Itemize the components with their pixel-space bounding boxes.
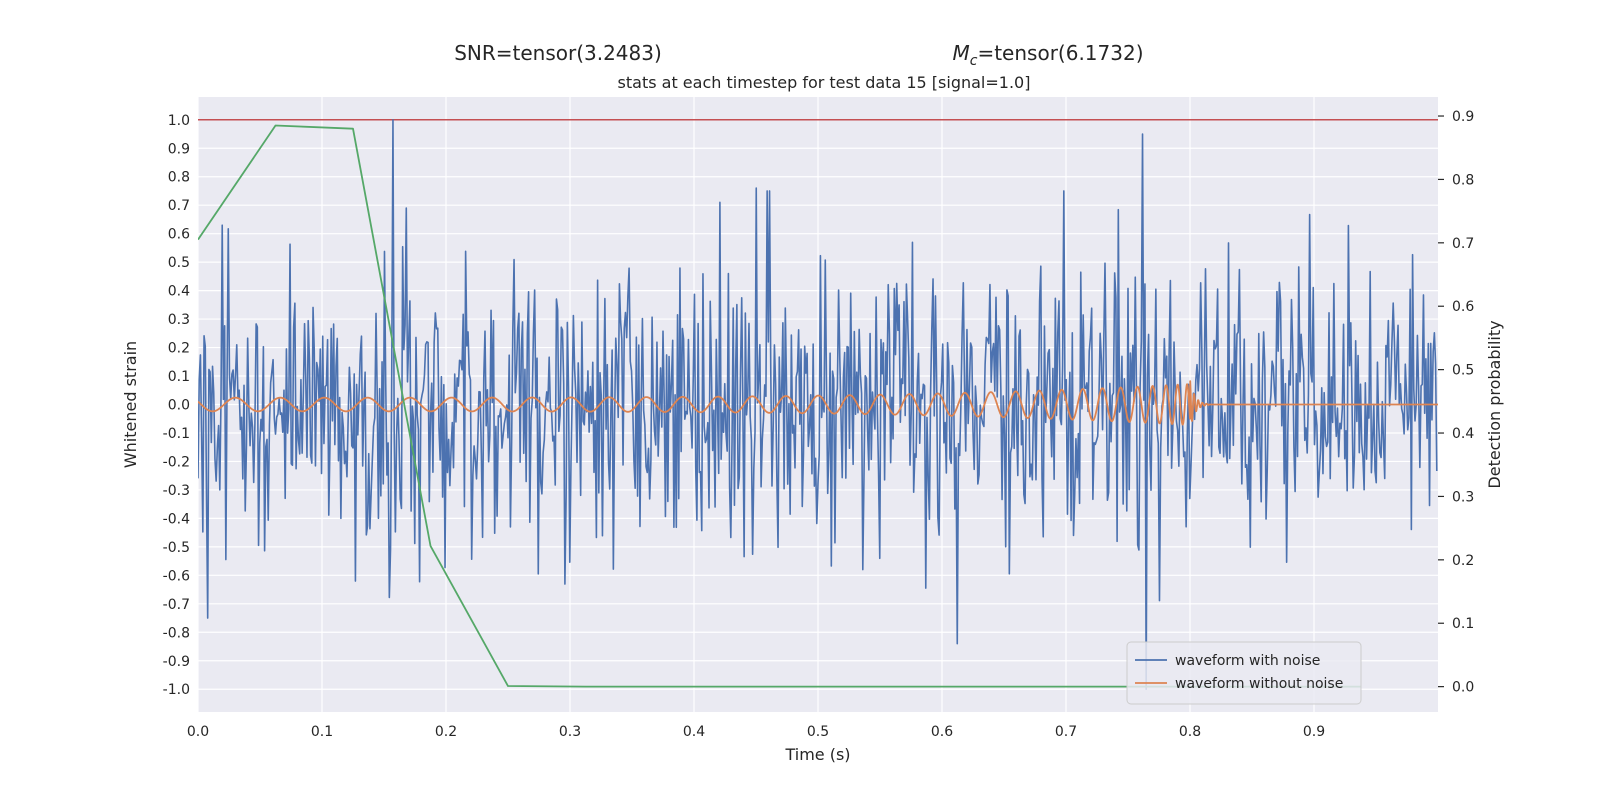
- left-y-tick-label: -0.6: [163, 568, 190, 584]
- chirp-mass-title: Mc=tensor(6.1732): [952, 41, 1143, 69]
- left-y-tick-label: 1.0: [168, 113, 190, 129]
- chirp-mass-subscript: c: [970, 53, 978, 69]
- left-y-tick-label: 0.9: [168, 141, 190, 157]
- left-y-tick-label: -0.8: [163, 625, 190, 641]
- right-y-tick-label: 0.3: [1452, 489, 1474, 505]
- left-y-axis-label: Whitened strain: [121, 341, 140, 468]
- chart-subtitle: stats at each timestep for test data 15 …: [618, 73, 1031, 92]
- left-y-tick-label: 0.1: [168, 369, 190, 385]
- series-line-0: [198, 118, 1438, 691]
- left-y-tick-label: 0.3: [168, 312, 190, 328]
- left-y-tick-label: 0.4: [168, 284, 190, 300]
- snr-title: SNR=tensor(3.2483): [454, 41, 662, 65]
- header: SNR=tensor(3.2483) Mc=tensor(6.1732) sta…: [454, 41, 1143, 92]
- x-tick-label: 0.3: [559, 724, 581, 740]
- left-y-tick-label: 0.6: [168, 227, 190, 243]
- left-y-tick-label: -0.3: [163, 483, 190, 499]
- right-y-tick-label: 0.6: [1452, 299, 1474, 315]
- x-tick-label: 0.9: [1303, 724, 1325, 740]
- x-tick-label: 0.5: [807, 724, 829, 740]
- right-y-tick-label: 0.5: [1452, 363, 1474, 379]
- right-y-axis-label: Detection probability: [1485, 320, 1504, 488]
- right-y-tick-label: 0.0: [1452, 680, 1474, 696]
- right-y-tick-label: 0.7: [1452, 236, 1474, 252]
- left-y-tick-label: -0.9: [163, 654, 190, 670]
- x-tick-label: 0.8: [1179, 724, 1201, 740]
- x-tick-label: 0.0: [187, 724, 209, 740]
- right-y-axis: 0.9 0.8 0.7 0.6 0.5 0.4 0.3 0.2 0.1 0.0: [1438, 109, 1474, 696]
- x-axis: 0.0 0.1 0.2 0.3 0.4 0.5 0.6 0.7 0.8 0.9: [187, 724, 1325, 740]
- right-y-tick-label: 0.8: [1452, 172, 1474, 188]
- right-y-tick-label: 0.1: [1452, 616, 1474, 632]
- legend: waveform with noise waveform without nois…: [1126, 641, 1362, 705]
- x-tick-label: 0.7: [1055, 724, 1077, 740]
- series-line-1: [198, 380, 1438, 426]
- left-y-tick-label: 0.7: [168, 198, 190, 214]
- left-y-tick-label: -0.2: [163, 454, 190, 470]
- left-y-tick-label: -0.5: [163, 540, 190, 556]
- left-y-tick-label: 0.8: [168, 170, 190, 186]
- left-y-tick-label: -0.4: [163, 511, 190, 527]
- x-tick-label: 0.4: [683, 724, 705, 740]
- left-y-tick-label: -0.7: [163, 597, 190, 613]
- right-y-tick-label: 0.9: [1452, 109, 1474, 125]
- x-tick-label: 0.6: [931, 724, 953, 740]
- left-y-tick-label: -0.1: [163, 426, 190, 442]
- chirp-mass-value: =tensor(6.1732): [977, 41, 1143, 65]
- left-y-axis: 1.0 0.9 0.8 0.7 0.6 0.5 0.4 0.3 0.2 0.1 0.0 -0.1 -0.…: [163, 113, 190, 698]
- chirp-mass-symbol: M: [952, 41, 969, 65]
- x-tick-label: 0.2: [435, 724, 457, 740]
- left-y-tick-label: 0.2: [168, 341, 190, 357]
- left-y-tick-label: 0.0: [168, 398, 190, 414]
- x-tick-label: 0.1: [311, 724, 333, 740]
- legend-entry: waveform with noise: [1175, 653, 1320, 669]
- x-axis-label: Time (s): [784, 745, 850, 764]
- right-y-tick-label: 0.4: [1452, 426, 1474, 442]
- left-y-tick-label: 0.5: [168, 255, 190, 271]
- left-y-tick-label: -1.0: [163, 682, 190, 698]
- right-y-tick-label: 0.2: [1452, 553, 1474, 569]
- legend-entry: waveform without noise: [1175, 676, 1343, 692]
- legend-box: [1126, 641, 1362, 705]
